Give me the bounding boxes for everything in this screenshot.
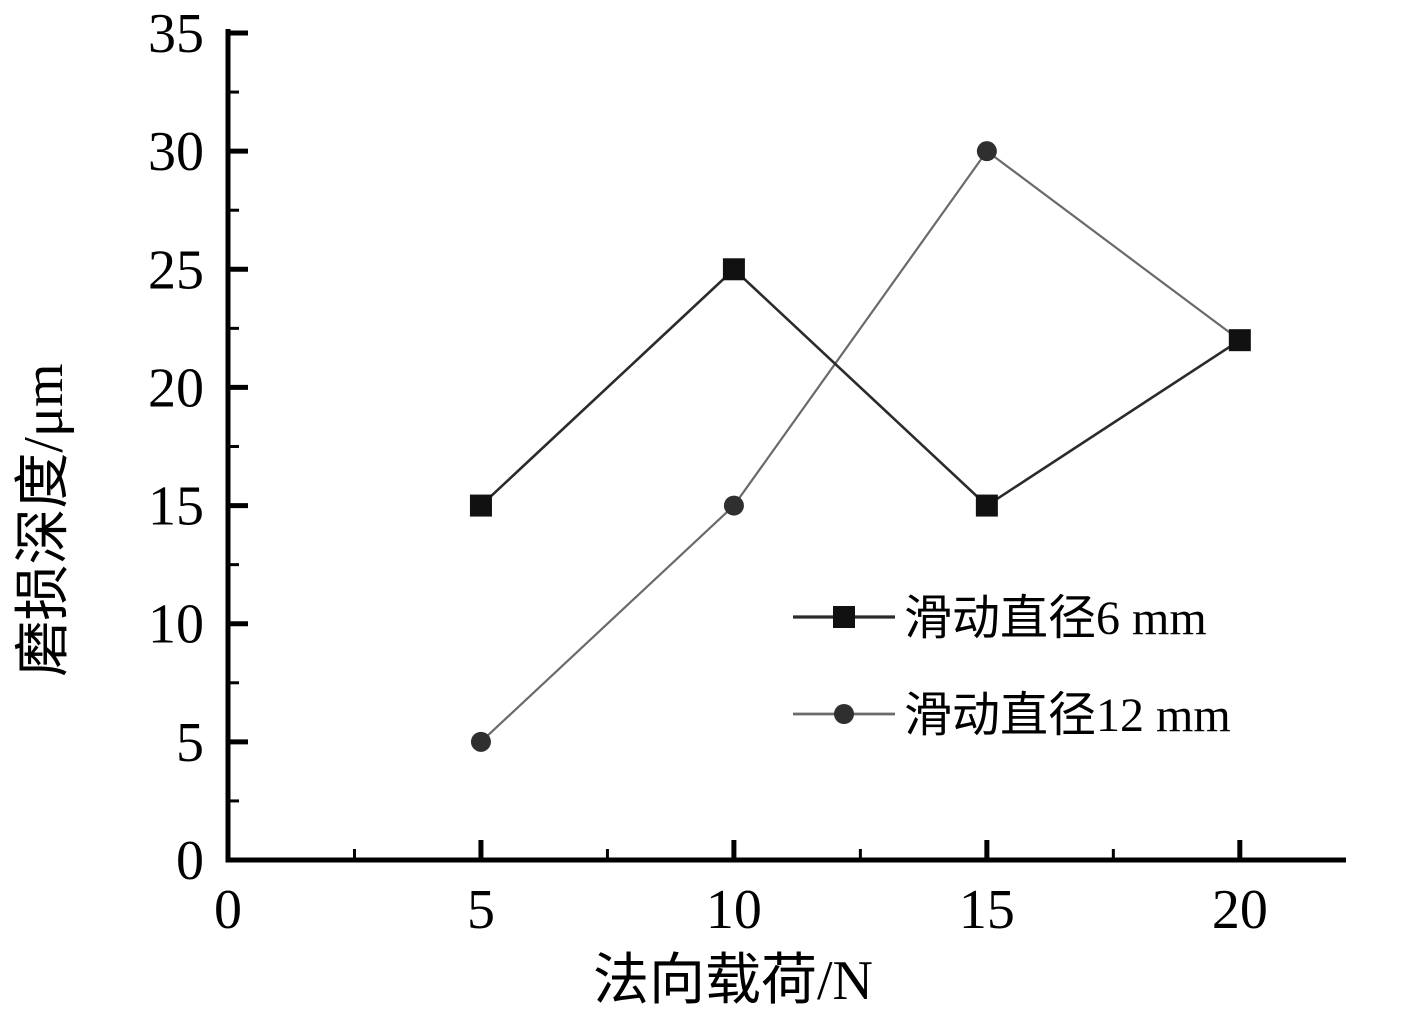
y-tick-label: 10 (148, 594, 204, 656)
legend-1-marker-circle (834, 704, 854, 724)
series-1-line (480, 149, 1241, 743)
x-tick-label: 20 (1212, 879, 1268, 941)
y-axis-title: 磨损深度/μm (13, 363, 75, 676)
x-tick-label: 10 (706, 879, 762, 941)
y-tick-label: 25 (148, 239, 204, 301)
series-1-marker-circle (470, 731, 491, 752)
y-tick-label: 0 (176, 830, 204, 892)
x-axis-title: 法向载荷/N (593, 950, 873, 1012)
y-tick-label: 15 (148, 476, 204, 538)
x-tick-label: 5 (467, 879, 495, 941)
legend-0-marker-square (833, 606, 855, 628)
y-tick-label: 5 (176, 712, 204, 774)
y-tick-label: 35 (148, 3, 204, 65)
x-tick-label: 0 (214, 879, 242, 941)
series-0-marker-square (722, 258, 745, 281)
series-1-marker-circle (976, 141, 997, 162)
series-0-marker-square (1228, 329, 1251, 352)
series-0-marker-square (975, 494, 998, 517)
legend-label-0: 滑动直径6 mm (904, 592, 1207, 645)
y-tick-label: 20 (148, 357, 204, 419)
x-tick-label: 15 (959, 879, 1015, 941)
y-tick-label: 30 (148, 121, 204, 183)
series-1-marker-circle (723, 495, 744, 516)
series-0-line (480, 267, 1241, 508)
legend-label-1: 滑动直径12 mm (904, 689, 1231, 742)
series-0-marker-square (469, 494, 492, 517)
